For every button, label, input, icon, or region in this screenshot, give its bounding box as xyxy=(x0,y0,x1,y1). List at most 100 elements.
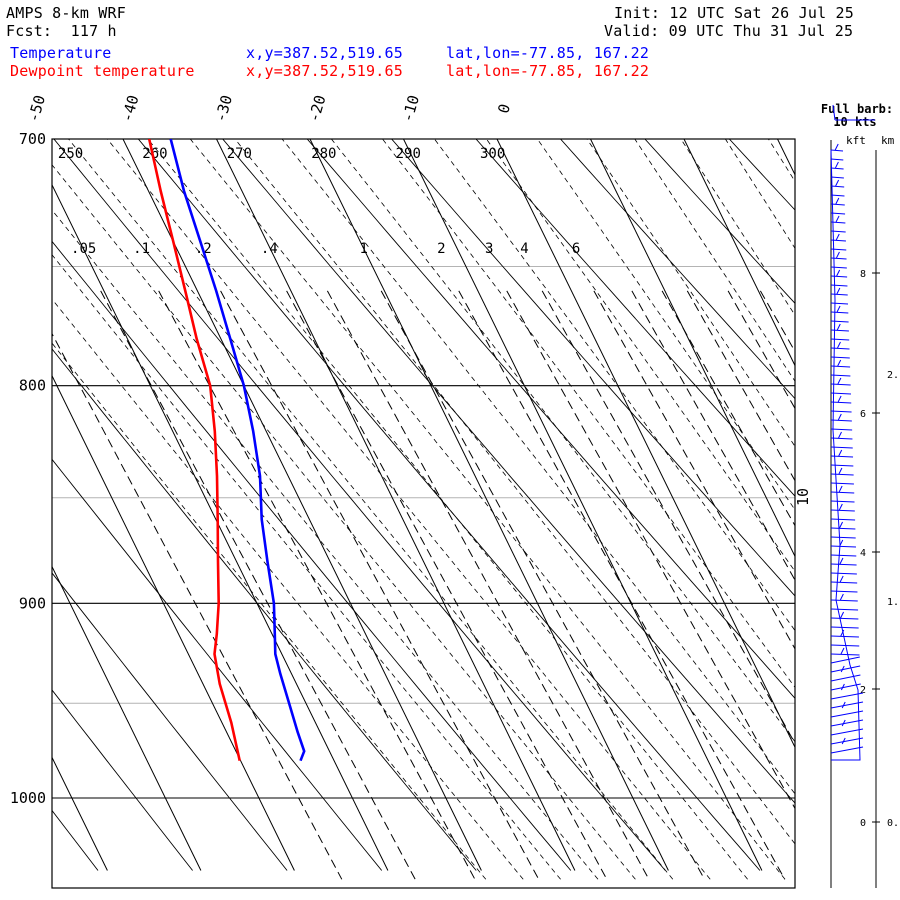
wind-barb-shaft xyxy=(830,590,858,593)
mixing-ratio-line xyxy=(686,290,795,482)
init-time: Init: 12 UTC Sat 26 Jul 25 xyxy=(614,4,854,22)
dry-adiabat xyxy=(53,139,666,871)
kft-tick-label: 4 xyxy=(860,548,866,559)
legend-temperature-label: Temperature xyxy=(10,44,112,62)
wind-barb-shaft xyxy=(830,194,845,197)
theta-label: 300 xyxy=(480,146,505,162)
wind-barb-feather xyxy=(839,521,843,529)
isotherm-line xyxy=(871,139,900,871)
temperature-tick-label: -10 xyxy=(398,93,423,124)
wind-barb-shaft xyxy=(830,719,864,727)
wind-barb-shaft xyxy=(830,563,857,566)
wind-barb-feather xyxy=(841,737,846,745)
profile-lines xyxy=(147,139,306,762)
wind-barb-shaft xyxy=(830,581,858,584)
wind-barb-shaft xyxy=(830,185,845,188)
legend-dewpoint-label: Dewpoint temperature xyxy=(10,62,195,80)
mixing-ratio-line xyxy=(158,290,476,880)
mixing-ratio-line xyxy=(593,290,795,650)
wind-barb-feather xyxy=(837,395,842,403)
wind-barb-shaft xyxy=(830,392,851,395)
pressure-tick-label: 900 xyxy=(19,594,46,612)
wind-barb-envelope xyxy=(830,149,861,761)
wind-barb-shaft xyxy=(830,527,856,530)
wind-barb-shaft xyxy=(830,437,853,440)
wind-barb-feather xyxy=(839,575,844,583)
wind-barb-shaft xyxy=(830,635,859,638)
wind-barb-shaft xyxy=(830,401,852,404)
full-barb-value: 10 kts xyxy=(833,115,876,129)
wind-barb-feather xyxy=(840,629,845,637)
wind-barb-shaft xyxy=(830,383,851,386)
dry-adiabat xyxy=(52,572,288,871)
isotherm-line xyxy=(590,139,795,558)
wind-barb-feather xyxy=(837,359,842,367)
wind-barb-shaft xyxy=(830,482,854,485)
kft-label: kft xyxy=(846,134,866,147)
wind-barb-feather xyxy=(840,611,845,619)
mixing-ratio-line xyxy=(100,290,416,880)
wind-barb-feather xyxy=(834,161,839,169)
legend-dewpoint-latlon: lat,lon=-77.85, 167.22 xyxy=(446,62,650,80)
pressure-tick-label: 1000 xyxy=(10,789,46,807)
mixing-ratio-label: 6 xyxy=(572,241,580,257)
wind-barb-shaft xyxy=(830,554,857,557)
wind-barb-feather xyxy=(838,431,842,439)
moist-adiabat xyxy=(586,139,795,448)
wind-barb-feather xyxy=(835,179,840,187)
background-grid xyxy=(52,139,900,880)
wind-barb-shaft xyxy=(830,518,856,521)
moist-adiabat xyxy=(67,139,674,880)
km-tick-label: 2. xyxy=(887,370,899,381)
isotherm-line xyxy=(122,139,482,871)
mixing-ratio-line xyxy=(326,290,650,880)
wind-barb-shaft xyxy=(830,311,849,314)
wind-barb-shaft xyxy=(830,176,844,179)
wind-barb-shaft xyxy=(830,320,849,323)
mixing-ratio-label: 2 xyxy=(437,241,445,257)
wind-barb-feather xyxy=(835,215,840,223)
wind-barb-shaft xyxy=(830,428,853,431)
mixing-ratio-label: .1 xyxy=(133,241,150,257)
wind-barb-feather xyxy=(839,593,844,601)
mixing-ratio-line xyxy=(727,290,795,410)
pressure-tick-label: 700 xyxy=(19,130,46,148)
kft-tick-label: 6 xyxy=(860,409,866,420)
moist-adiabat xyxy=(52,164,636,880)
wind-barb-shaft xyxy=(830,473,854,476)
wind-barb-feather xyxy=(838,467,843,475)
wind-barb-feather xyxy=(840,665,845,673)
dry-adiabat xyxy=(52,348,477,871)
wind-barb-feather xyxy=(837,341,841,349)
moist-adiabat xyxy=(52,209,599,880)
forecast-hour: Fcst: 117 h xyxy=(6,22,117,40)
legend-temperature-xy: x,y=387.52,519.65 xyxy=(246,44,403,62)
wind-barb-feather xyxy=(837,377,842,385)
wind-barb-shaft xyxy=(830,536,856,539)
wind-barb-feather xyxy=(841,701,846,709)
dry-adiabat xyxy=(52,809,99,871)
mixing-ratio-label: 4 xyxy=(520,241,528,257)
wind-barb-shaft xyxy=(830,653,860,656)
moist-adiabat xyxy=(234,139,795,845)
wind-barb-shaft xyxy=(830,626,859,629)
dry-adiabat xyxy=(222,139,795,804)
wind-barb-shaft xyxy=(830,158,844,161)
mixing-ratio-label: 1 xyxy=(359,241,367,257)
moist-adiabat xyxy=(767,139,795,183)
wind-barb-shaft xyxy=(830,257,847,260)
mixing-ratio-line xyxy=(458,290,786,880)
wind-barb-shaft xyxy=(830,572,857,575)
wind-barb-feather xyxy=(841,719,846,727)
wind-barb-shaft xyxy=(830,599,858,602)
moist-adiabat xyxy=(381,139,795,689)
wind-barb-shaft xyxy=(830,491,855,494)
wind-barb-shaft xyxy=(830,293,848,296)
full-barb-label: Full barb: xyxy=(821,102,893,116)
pressure-tick-label: 800 xyxy=(19,377,46,395)
wind-barb-shaft xyxy=(830,665,861,673)
isotherm-line xyxy=(309,139,669,871)
wind-barb-shaft xyxy=(830,203,845,206)
wind-barb-feather xyxy=(836,323,841,331)
wind-barb-shaft xyxy=(830,701,864,709)
